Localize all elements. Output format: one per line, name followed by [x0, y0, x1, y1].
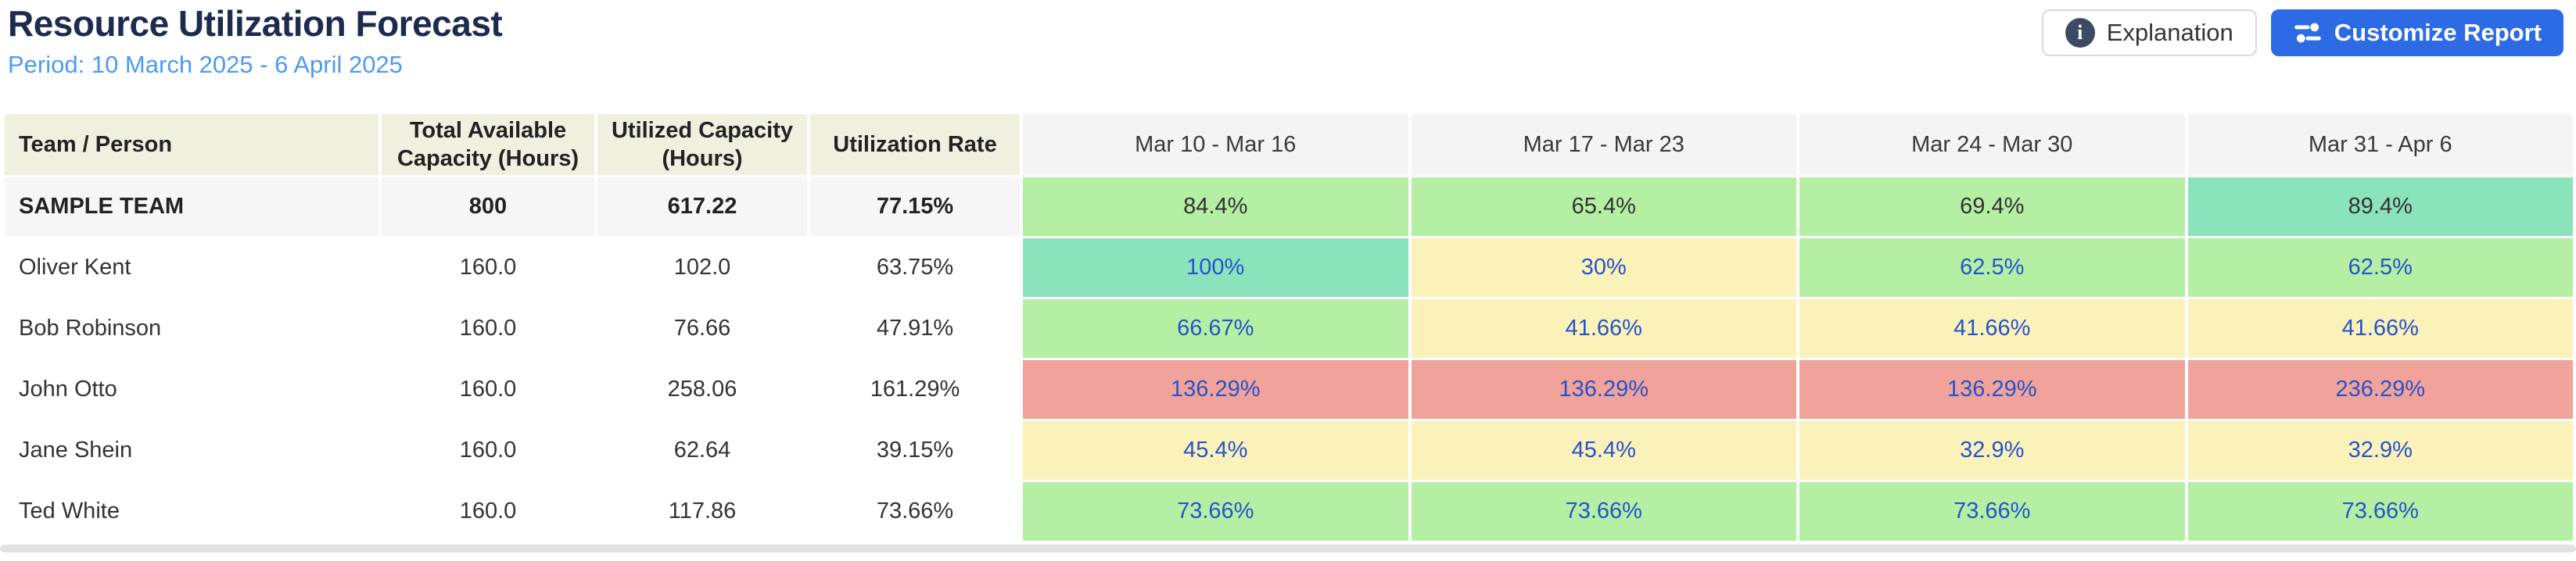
- utilized-capacity-cell: 76.66: [597, 299, 807, 358]
- explanation-button[interactable]: i Explanation: [2041, 9, 2257, 56]
- utilization-rate-cell: 73.66%: [810, 482, 1020, 541]
- utilized-capacity-cell: 117.86: [597, 482, 807, 541]
- column-header-week-4: Mar 31 - Apr 6: [2187, 114, 2573, 175]
- team-person-cell: Jane Shein: [5, 421, 379, 480]
- team-person-cell: SAMPLE TEAM: [5, 177, 379, 236]
- week-utilization-link[interactable]: 136.29%: [1799, 360, 2185, 419]
- sliders-icon: [2293, 18, 2323, 48]
- week-utilization-link[interactable]: 100%: [1023, 238, 1408, 297]
- week-utilization-cell: 89.4%: [2187, 177, 2573, 236]
- week-utilization-link[interactable]: 45.4%: [1023, 421, 1408, 480]
- week-utilization-link[interactable]: 32.9%: [2187, 421, 2573, 480]
- page-title: Resource Utilization Forecast: [8, 3, 503, 44]
- utilization-rate-cell: 63.75%: [810, 238, 1020, 297]
- column-header-utilization-rate: Utilization Rate: [810, 114, 1020, 175]
- horizontal-scrollbar[interactable]: [0, 545, 2576, 552]
- utilization-table: Team / Person Total Available Capacity (…: [2, 112, 2576, 543]
- week-utilization-cell: 84.4%: [1023, 177, 1408, 236]
- team-person-cell: John Otto: [5, 360, 379, 419]
- table-row-person: Jane Shein 160.0 62.64 39.15% 45.4% 45.4…: [5, 421, 2573, 480]
- table-row-person: John Otto 160.0 258.06 161.29% 136.29% 1…: [5, 360, 2573, 419]
- week-utilization-link[interactable]: 73.66%: [2187, 482, 2573, 541]
- total-capacity-cell: 160.0: [382, 299, 594, 358]
- column-header-total-capacity: Total Available Capacity (Hours): [382, 114, 594, 175]
- team-person-cell: Oliver Kent: [5, 238, 379, 297]
- column-header-utilized-capacity: Utilized Capacity (Hours): [597, 114, 807, 175]
- header-actions: i Explanation Customize Report: [2041, 9, 2563, 56]
- week-utilization-cell: 69.4%: [1799, 177, 2185, 236]
- total-capacity-cell: 160.0: [382, 238, 594, 297]
- utilized-capacity-cell: 617.22: [597, 177, 807, 236]
- table-row-team: SAMPLE TEAM 800 617.22 77.15% 84.4% 65.4…: [5, 177, 2573, 236]
- week-utilization-link[interactable]: 32.9%: [1799, 421, 2185, 480]
- team-person-cell: Ted White: [5, 482, 379, 541]
- week-utilization-cell: 65.4%: [1411, 177, 1796, 236]
- table-header-row: Team / Person Total Available Capacity (…: [5, 114, 2573, 175]
- total-capacity-cell: 800: [382, 177, 594, 236]
- week-utilization-link[interactable]: 62.5%: [1799, 238, 2185, 297]
- week-utilization-link[interactable]: 136.29%: [1411, 360, 1796, 419]
- utilization-rate-cell: 161.29%: [810, 360, 1020, 419]
- column-header-week-3: Mar 24 - Mar 30: [1799, 114, 2185, 175]
- period-subtitle: Period: 10 March 2025 - 6 April 2025: [8, 50, 403, 78]
- customize-report-label: Customize Report: [2334, 19, 2542, 46]
- week-utilization-link[interactable]: 66.67%: [1023, 299, 1408, 358]
- week-utilization-link[interactable]: 73.66%: [1411, 482, 1796, 541]
- week-utilization-link[interactable]: 136.29%: [1023, 360, 1408, 419]
- table-row-person: Bob Robinson 160.0 76.66 47.91% 66.67% 4…: [5, 299, 2573, 358]
- info-icon: i: [2065, 18, 2095, 48]
- utilization-rate-cell: 47.91%: [810, 299, 1020, 358]
- week-utilization-link[interactable]: 41.66%: [1411, 299, 1796, 358]
- utilized-capacity-cell: 102.0: [597, 238, 807, 297]
- week-utilization-link[interactable]: 41.66%: [2187, 299, 2573, 358]
- week-utilization-link[interactable]: 73.66%: [1023, 482, 1408, 541]
- column-header-week-1: Mar 10 - Mar 16: [1023, 114, 1408, 175]
- column-header-week-2: Mar 17 - Mar 23: [1411, 114, 1796, 175]
- customize-report-button[interactable]: Customize Report: [2270, 9, 2563, 56]
- week-utilization-link[interactable]: 45.4%: [1411, 421, 1796, 480]
- utilized-capacity-cell: 62.64: [597, 421, 807, 480]
- table-row-person: Oliver Kent 160.0 102.0 63.75% 100% 30% …: [5, 238, 2573, 297]
- team-person-cell: Bob Robinson: [5, 299, 379, 358]
- total-capacity-cell: 160.0: [382, 482, 594, 541]
- week-utilization-link[interactable]: 73.66%: [1799, 482, 2185, 541]
- utilization-rate-cell: 39.15%: [810, 421, 1020, 480]
- column-header-team-person: Team / Person: [5, 114, 379, 175]
- title-block: Resource Utilization Forecast Period: 10…: [8, 3, 503, 79]
- week-utilization-link[interactable]: 30%: [1411, 238, 1796, 297]
- top-bar: Resource Utilization Forecast Period: 10…: [0, 0, 2576, 112]
- week-utilization-link[interactable]: 41.66%: [1799, 299, 2185, 358]
- total-capacity-cell: 160.0: [382, 360, 594, 419]
- week-utilization-link[interactable]: 236.29%: [2187, 360, 2573, 419]
- utilization-rate-cell: 77.15%: [810, 177, 1020, 236]
- utilized-capacity-cell: 258.06: [597, 360, 807, 419]
- explanation-button-label: Explanation: [2106, 19, 2233, 46]
- total-capacity-cell: 160.0: [382, 421, 594, 480]
- week-utilization-link[interactable]: 62.5%: [2187, 238, 2573, 297]
- table-row-person: Ted White 160.0 117.86 73.66% 73.66% 73.…: [5, 482, 2573, 541]
